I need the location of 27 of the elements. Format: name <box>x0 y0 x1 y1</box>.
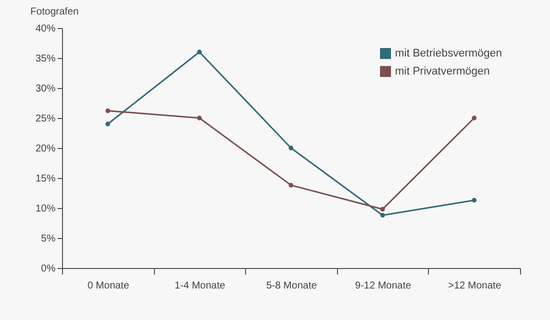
point <box>288 146 294 150</box>
point <box>105 122 110 126</box>
y-tick-label: 35% <box>35 54 56 64</box>
point <box>197 116 202 120</box>
y-tick-label: 0% <box>41 264 56 274</box>
point <box>105 108 110 114</box>
point <box>472 116 477 120</box>
legend-label: mit Betriebsvermögen <box>395 48 502 60</box>
point <box>380 212 385 218</box>
y-tick-label: 40% <box>35 24 56 34</box>
y-tick-label: 5% <box>41 234 56 244</box>
y-tick-label: 25% <box>35 114 56 124</box>
y-axis-title: Fotografen <box>30 6 79 18</box>
y-tick-label: 15% <box>35 174 56 184</box>
y-tick-label: 10% <box>35 204 56 214</box>
legend-label: mit Privatvermögen <box>395 66 490 78</box>
x-tick-label: 1-4 Monate <box>174 280 226 292</box>
point <box>288 182 294 188</box>
point <box>472 198 477 203</box>
x-tick-label: 5-8 Monate <box>266 280 318 292</box>
point <box>197 50 202 54</box>
point <box>380 206 385 212</box>
x-tick-label: >12 Monate <box>448 280 502 292</box>
x-tick-label: 9-12 Monate <box>355 280 412 292</box>
x-tick-label: 0 Monate <box>87 280 130 292</box>
y-tick-label: 30% <box>35 84 56 94</box>
y-tick-label: 20% <box>35 144 56 154</box>
